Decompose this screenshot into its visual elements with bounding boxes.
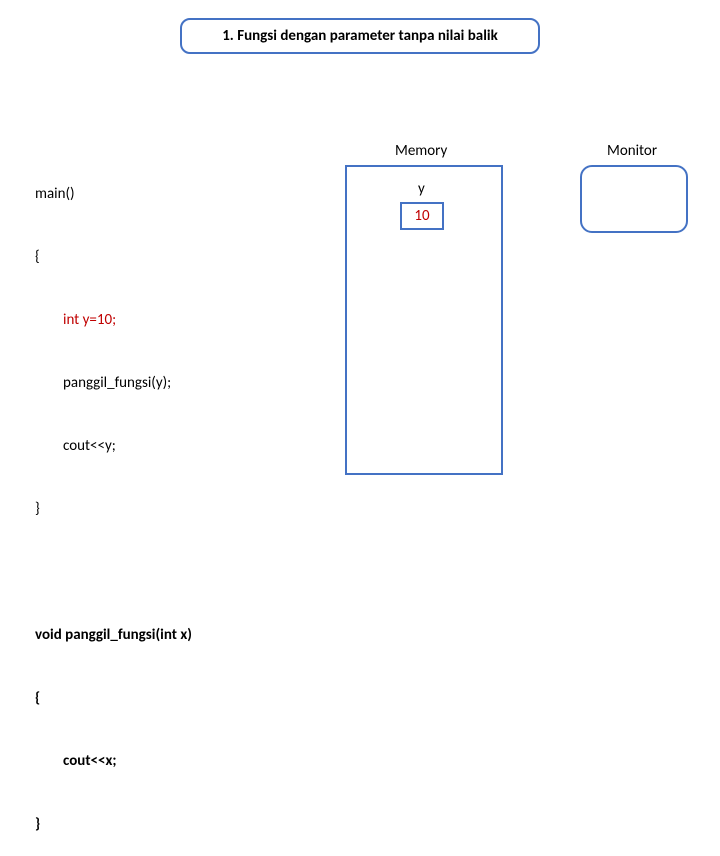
code-func-line4: } <box>35 814 192 835</box>
code-main-line5: cout<<y; <box>35 436 192 457</box>
variable-value: 10 <box>414 207 429 225</box>
variable-name: y <box>418 180 425 198</box>
code-blank <box>35 562 192 583</box>
monitor-box <box>580 165 688 233</box>
variable-value-box: 10 <box>400 202 444 230</box>
code-func-line1: void panggil_fungsi(int x) <box>35 625 192 646</box>
code-main-line4: panggil_fungsi(y); <box>35 373 192 394</box>
title-text: 1. Fungsi dengan parameter tanpa nilai b… <box>222 27 498 45</box>
title-box: 1. Fungsi dengan parameter tanpa nilai b… <box>180 18 540 54</box>
code-block: main() { int y=10; panggil_fungsi(y); co… <box>35 142 192 856</box>
code-func-line3: cout<<x; <box>35 751 192 772</box>
monitor-label: Monitor <box>607 142 657 160</box>
code-main-line2: { <box>35 247 192 268</box>
memory-label: Memory <box>395 142 447 160</box>
code-main-line1: main() <box>35 184 192 205</box>
code-main-line6: } <box>35 499 192 520</box>
code-func-line2: { <box>35 688 192 709</box>
code-main-line3: int y=10; <box>35 310 192 331</box>
